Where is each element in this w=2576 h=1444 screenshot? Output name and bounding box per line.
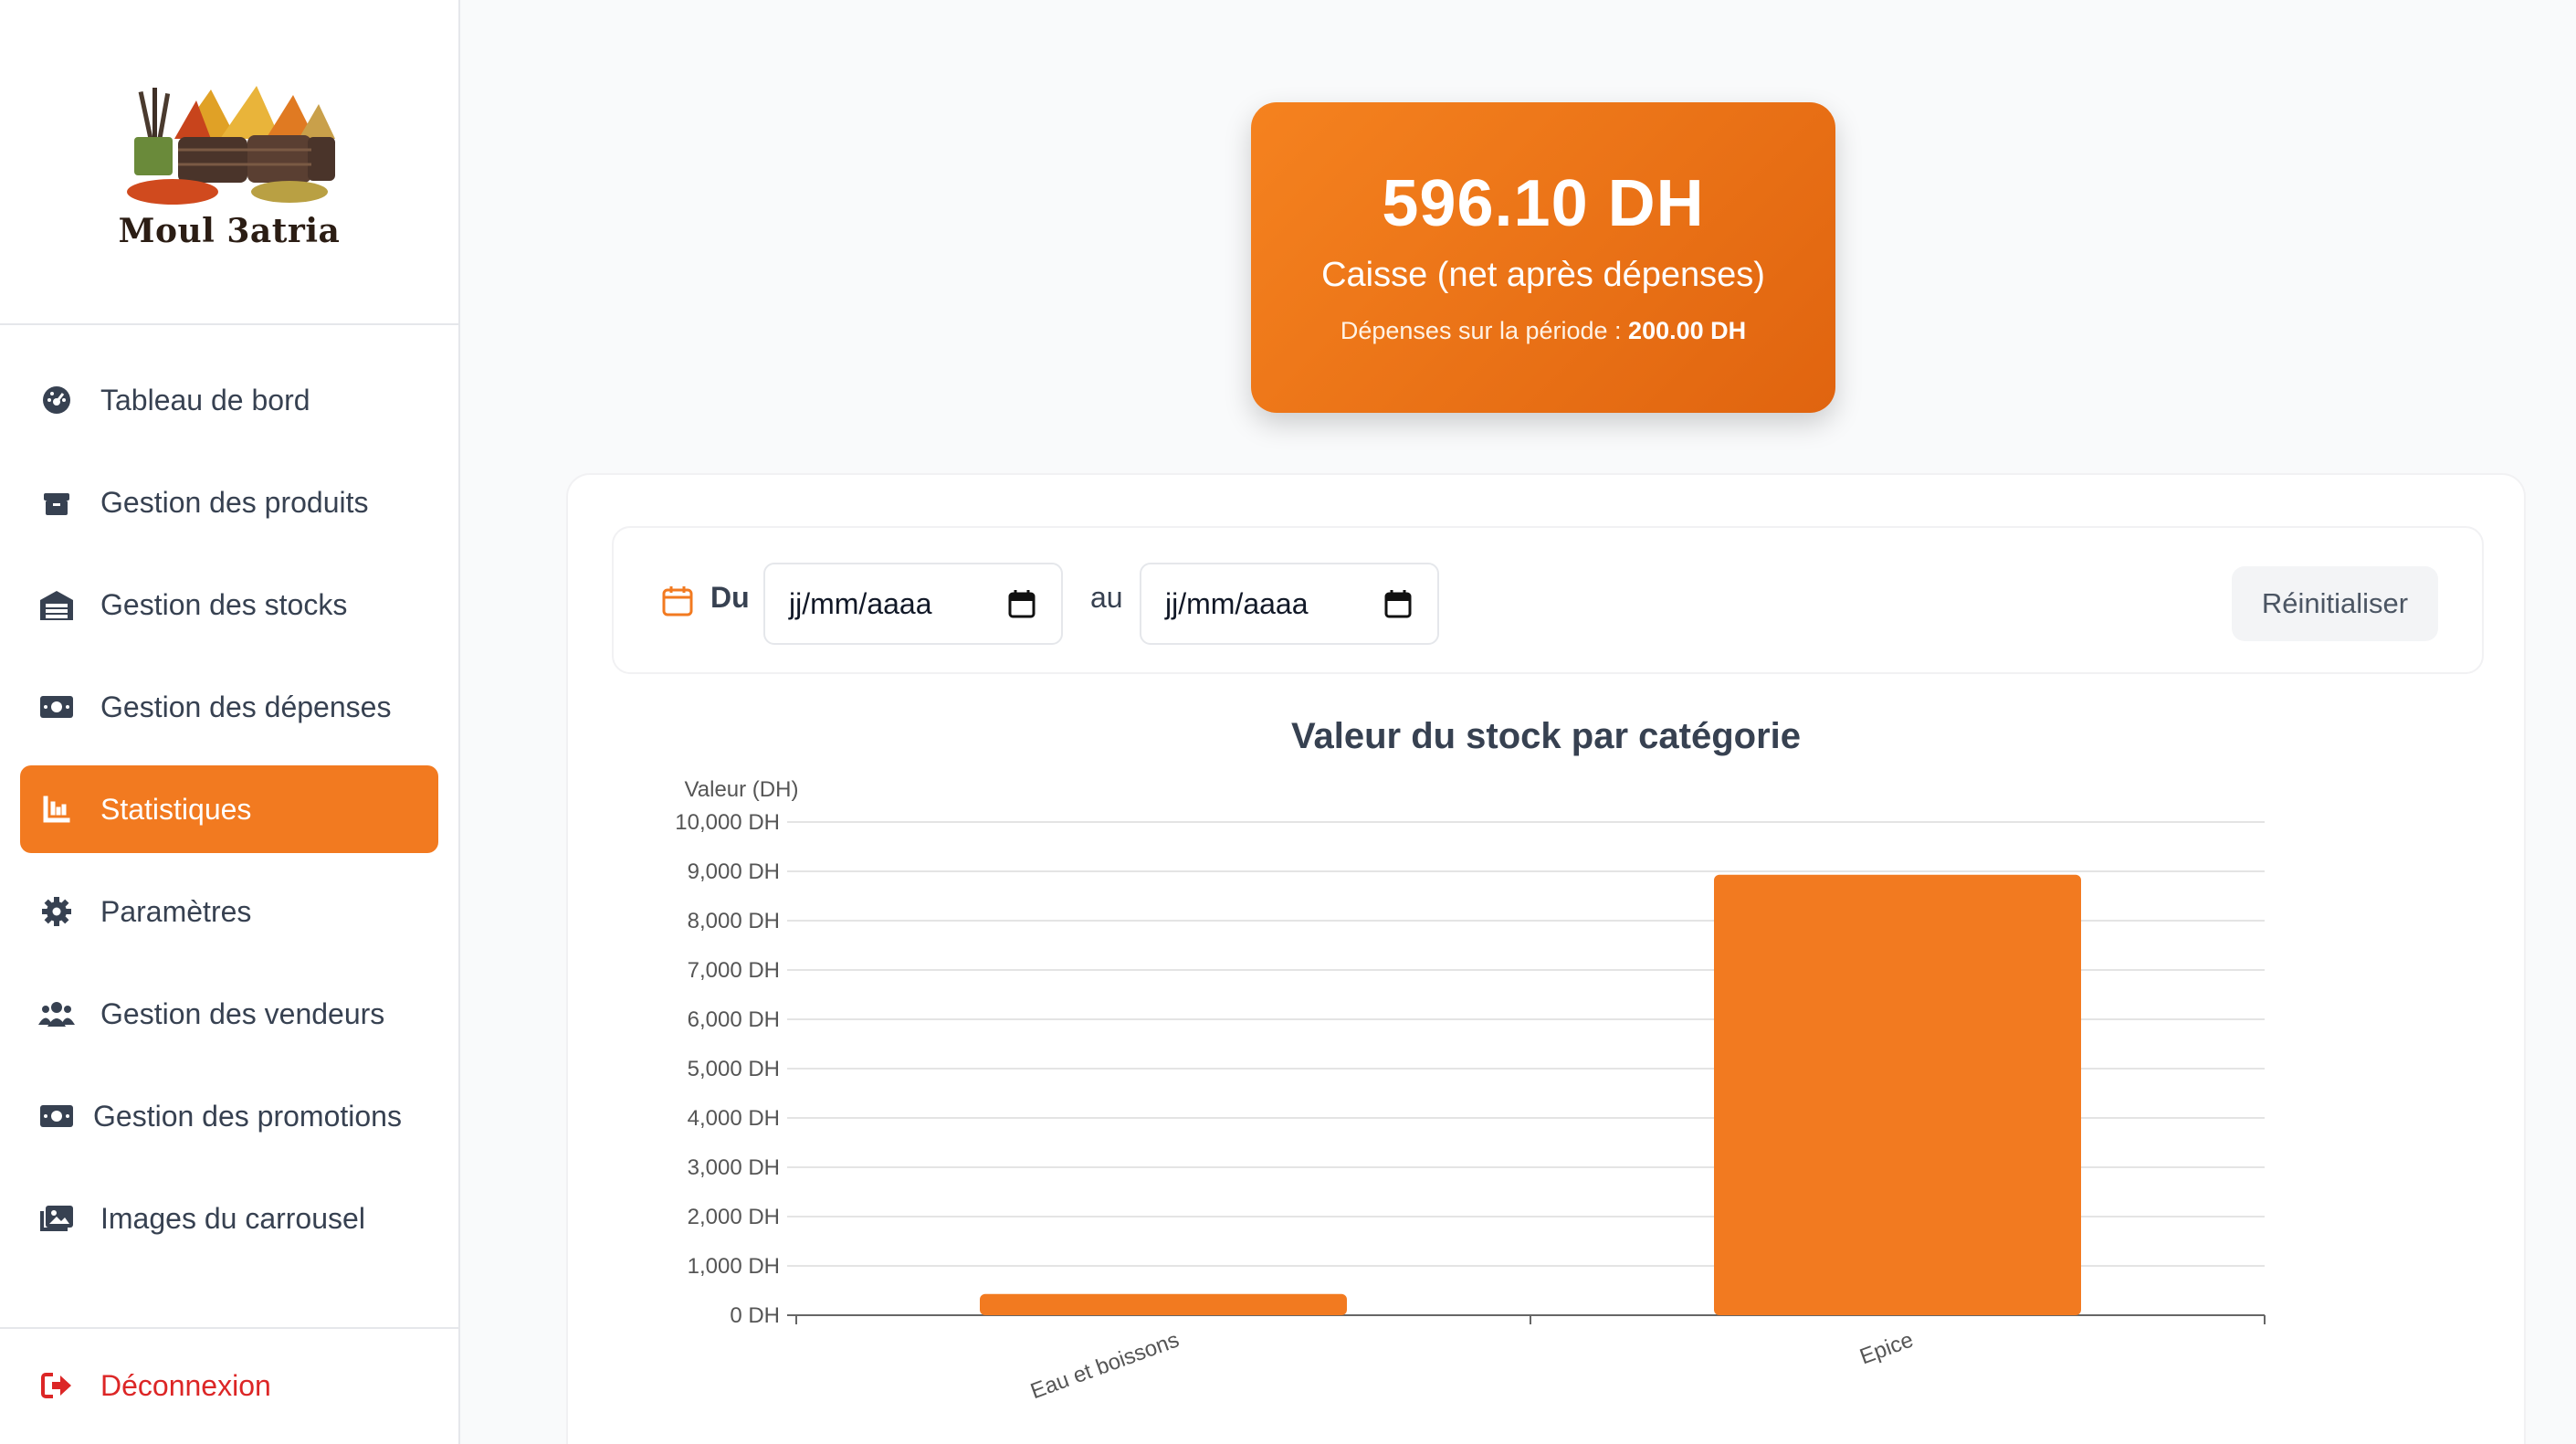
caisse-amount: 596.10 DH — [1382, 167, 1705, 240]
x-tick-label: Epice — [1856, 1327, 1917, 1369]
sidebar-item-promotions[interactable]: Gestion des promotions — [20, 1072, 438, 1160]
logo[interactable]: Moul 3atria — [0, 0, 458, 325]
sidebar-item-label: Images du carrousel — [100, 1201, 365, 1235]
caisse-label: Caisse (net après dépenses) — [1321, 256, 1765, 294]
y-tick-label: 8,000 DH — [688, 909, 780, 933]
chart-bars — [980, 874, 2081, 1315]
sidebar-item-label: Statistiques — [100, 792, 252, 826]
images-icon — [38, 1200, 75, 1237]
x-axis-ticks: Eau et boissons Epice — [795, 1315, 2266, 1404]
brand-name: Moul 3atria — [118, 212, 341, 250]
warehouse-icon — [38, 586, 75, 623]
bar-epice — [1714, 874, 2081, 1315]
y-tick-label: 10,000 DH — [675, 810, 780, 835]
y-axis-title: Valeur (DH) — [685, 777, 799, 802]
y-tick-label: 3,000 DH — [688, 1155, 780, 1180]
sidebar-item-label: Gestion des promotions — [93, 1099, 402, 1133]
gear-icon — [38, 893, 75, 930]
y-axis-ticks: 0 DH 1,000 DH 2,000 DH 3,000 DH 4,000 DH 5,00… — [675, 810, 780, 1328]
from-date-input[interactable]: jj/mm/aaaa — [763, 563, 1063, 645]
y-tick-label: 7,000 DH — [688, 958, 780, 983]
caisse-expenses-value: 200.00 DH — [1628, 317, 1747, 344]
x-tick-label: Eau et boissons — [1027, 1327, 1183, 1404]
calendar-icon — [661, 585, 694, 622]
logout-section: Déconnexion — [0, 1327, 458, 1444]
sidebar-item-sellers[interactable]: Gestion des vendeurs — [20, 970, 438, 1058]
to-date-input[interactable]: jj/mm/aaaa — [1140, 563, 1439, 645]
caisse-expenses: Dépenses sur la période : 200.00 DH — [1251, 317, 1835, 345]
sidebar-nav: Tableau de bord Gestion des produits Ges… — [0, 325, 458, 1262]
main-content: 596.10 DH Caisse (net après dépenses) Dé… — [460, 0, 2576, 1444]
spice-logo-icon — [127, 86, 335, 205]
chart-title: Valeur du stock par catégorie — [1291, 716, 1801, 756]
y-tick-label: 1,000 DH — [688, 1254, 780, 1279]
statistics-card: Du jj/mm/aaaa au jj/mm/aaaa Réinitialise… — [566, 473, 2526, 1444]
chart-icon — [38, 791, 75, 827]
sidebar: Moul 3atria Tableau de bord Gestion des … — [0, 0, 460, 1444]
sidebar-item-label: Tableau de bord — [100, 383, 310, 416]
sidebar-item-label: Paramètres — [100, 894, 252, 928]
y-tick-label: 6,000 DH — [688, 1007, 780, 1032]
sidebar-item-label: Gestion des dépenses — [100, 690, 392, 723]
sidebar-item-dashboard[interactable]: Tableau de bord — [20, 356, 438, 444]
y-tick-label: 2,000 DH — [688, 1205, 780, 1229]
from-date-placeholder: jj/mm/aaaa — [789, 586, 932, 620]
sidebar-item-label: Gestion des produits — [100, 485, 369, 519]
to-date-placeholder: jj/mm/aaaa — [1165, 586, 1309, 620]
calendar-picker-icon[interactable] — [1008, 589, 1036, 626]
sidebar-item-products[interactable]: Gestion des produits — [20, 458, 438, 546]
money-bill-icon — [38, 689, 75, 725]
sidebar-item-stocks[interactable]: Gestion des stocks — [20, 561, 438, 648]
sign-out-icon — [38, 1367, 75, 1404]
bar-eau-et-boissons — [980, 1293, 1347, 1315]
sidebar-item-label: Gestion des stocks — [100, 587, 348, 621]
y-tick-label: 9,000 DH — [688, 859, 780, 884]
y-tick-label: 0 DH — [730, 1303, 780, 1328]
sidebar-item-settings[interactable]: Paramètres — [20, 868, 438, 955]
users-icon — [38, 996, 75, 1032]
money-bill-icon — [38, 1098, 75, 1134]
y-tick-label: 5,000 DH — [688, 1057, 780, 1081]
date-filter: Du jj/mm/aaaa au jj/mm/aaaa Réinitialise… — [612, 526, 2484, 674]
caisse-expenses-prefix: Dépenses sur la période : — [1340, 317, 1629, 344]
dashboard-icon — [38, 382, 75, 418]
y-tick-label: 4,000 DH — [688, 1106, 780, 1131]
logout-button[interactable]: Déconnexion — [20, 1342, 438, 1429]
sidebar-item-carousel[interactable]: Images du carrousel — [20, 1175, 438, 1262]
reset-button[interactable]: Réinitialiser — [2232, 566, 2438, 641]
caisse-card: 596.10 DH Caisse (net après dépenses) Dé… — [1251, 102, 1835, 413]
sidebar-item-expenses[interactable]: Gestion des dépenses — [20, 663, 438, 751]
logout-label: Déconnexion — [100, 1368, 271, 1402]
to-label: au — [1090, 581, 1123, 614]
sidebar-item-statistics[interactable]: Statistiques — [20, 765, 438, 853]
box-icon — [38, 484, 75, 521]
from-label: Du — [710, 581, 750, 614]
bar-chart: Valeur (DH) 0 DH 1,000 DH 2,000 DH 3,000 DH… — [675, 777, 2266, 1404]
calendar-picker-icon[interactable] — [1384, 589, 1412, 626]
sidebar-item-label: Gestion des vendeurs — [100, 996, 385, 1030]
